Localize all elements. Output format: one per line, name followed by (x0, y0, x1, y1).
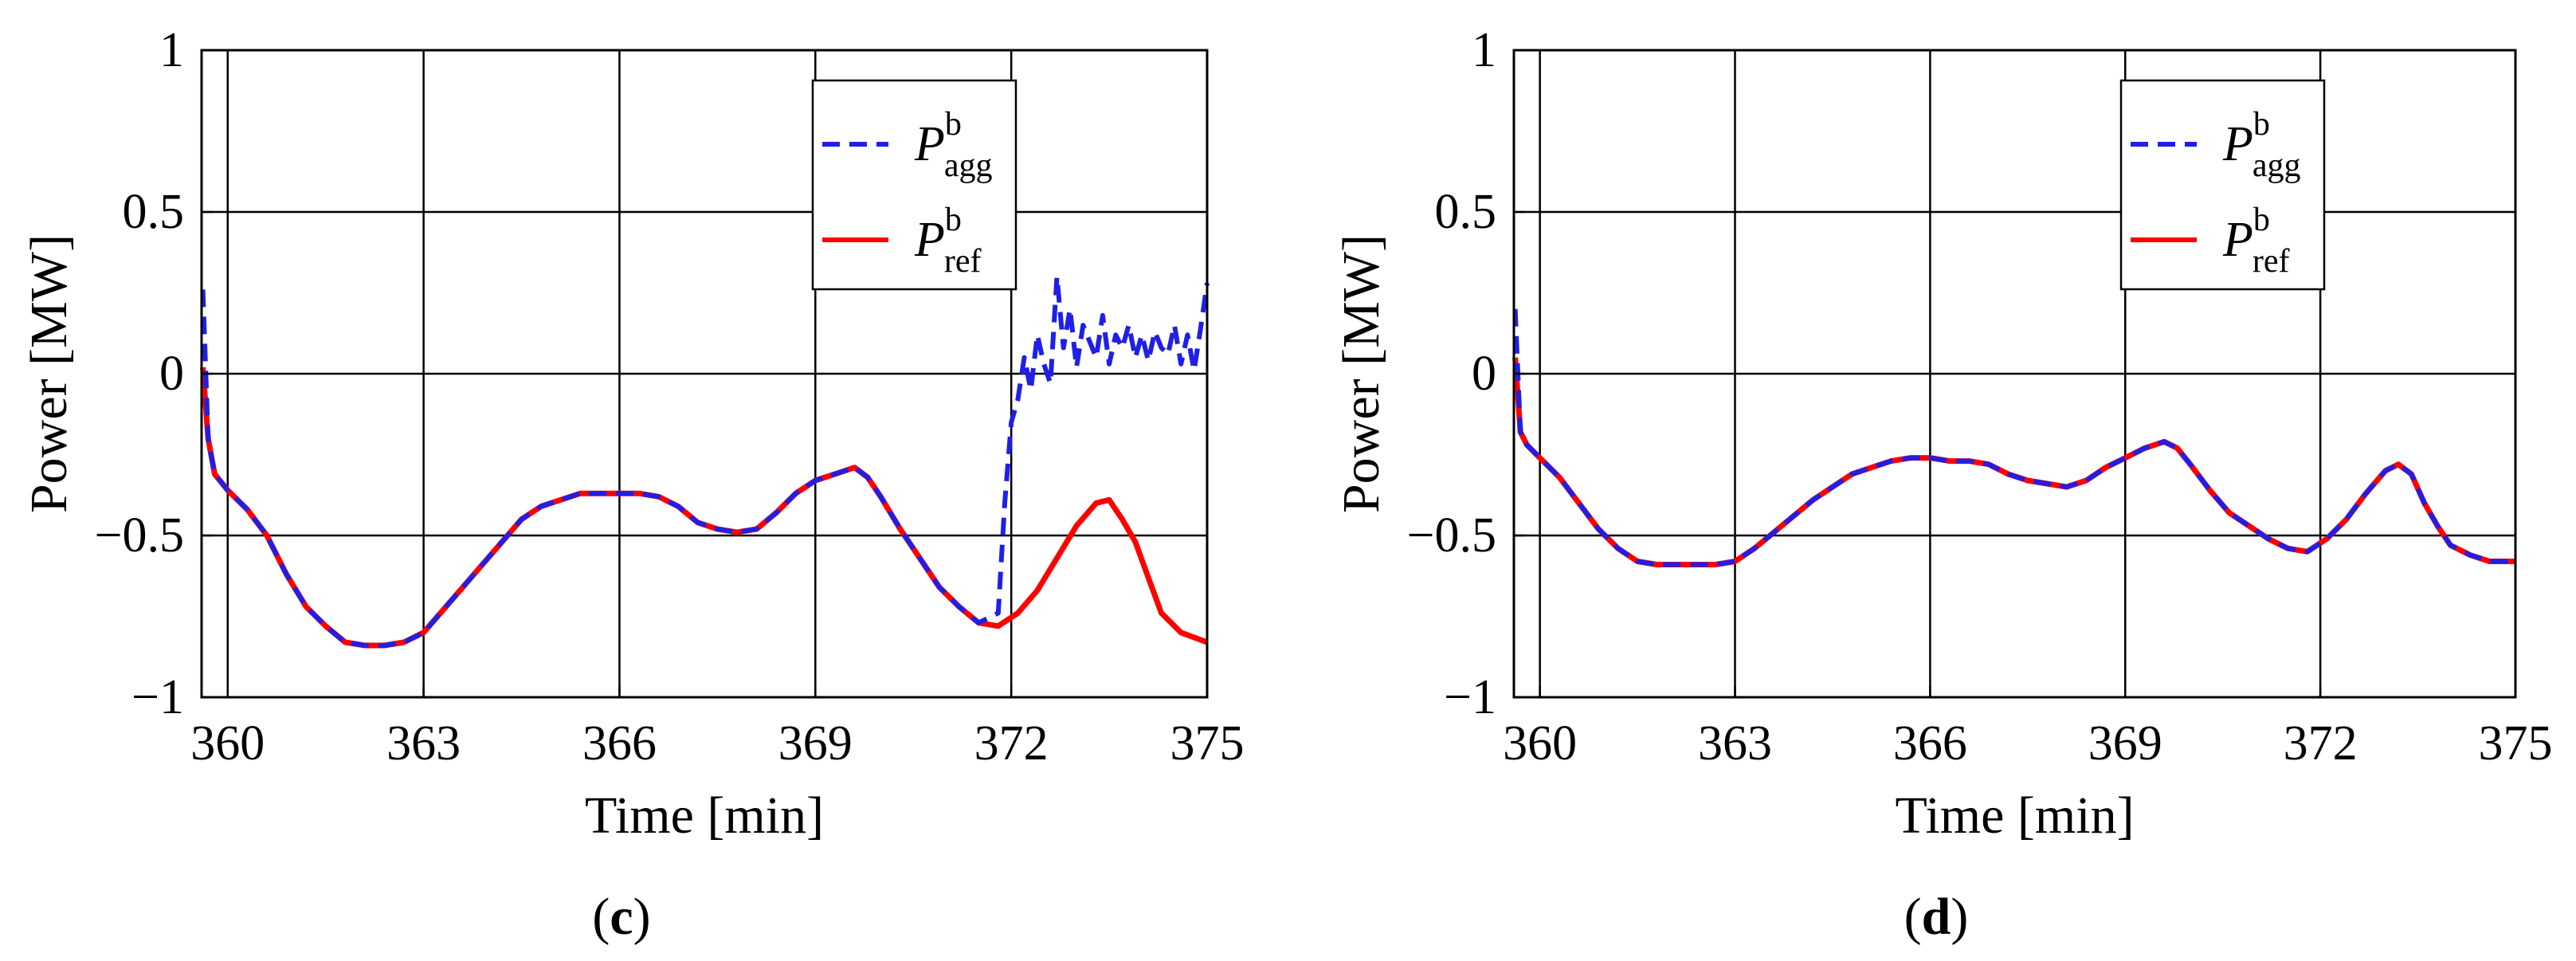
y-tick-label: 0.5 (1435, 185, 1497, 239)
y-tick-label: 1 (159, 23, 184, 77)
x-tick-label: 363 (1698, 716, 1772, 771)
x-tick-label: 372 (2284, 716, 2358, 771)
legend-box (2119, 79, 2326, 291)
panel-label-paren: ( (592, 888, 610, 946)
x-tick-label: 375 (2479, 716, 2553, 771)
x-tick-label: 360 (190, 716, 265, 771)
series-line-agg (1512, 308, 2515, 567)
x-axis-label: Time [min] (585, 786, 824, 845)
legend-label-ref: Pb ref (914, 202, 982, 280)
legend-subscript: agg (944, 147, 993, 184)
x-tick-label: 372 (974, 716, 1049, 771)
y-tick-label: 0.5 (123, 185, 185, 239)
legend-symbol: P (914, 117, 945, 171)
panel-label-paren: ( (1904, 888, 1922, 946)
legend-symbol: P (2222, 117, 2253, 171)
x-tick-label: 369 (778, 716, 853, 771)
legend-subscript: ref (944, 243, 982, 280)
panel-label: (d) (1904, 888, 1969, 946)
legend-symbol: P (2222, 213, 2253, 267)
y-tick-label: −1 (1444, 670, 1496, 724)
x-tick-label: 375 (1170, 716, 1245, 771)
y-axis-label: Power [MW] (20, 234, 78, 513)
legend-label-agg: Pb agg (914, 106, 993, 184)
panel-label-paren: ) (1951, 888, 1968, 946)
chart-panel-d: 360 363 366 369 372 375 −1 −0.5 0 0.5 1 Time [min] P… (1332, 23, 2553, 946)
legend-subscript: agg (2253, 147, 2301, 184)
legend-superscript: b (945, 106, 962, 143)
chart-panel-c: 360 363 366 369 372 375 −1 −0.5 0 0.5 1 Time [min] P… (20, 23, 1245, 946)
panel-label: (c) (592, 888, 650, 946)
y-tick-label: −0.5 (1407, 508, 1496, 563)
x-tick-label: 369 (2088, 716, 2162, 771)
x-axis-label: Time [min] (1895, 786, 2134, 845)
y-tick-label: 0 (159, 347, 184, 401)
panel-label-letter: c (610, 888, 633, 946)
x-tick-label: 363 (386, 716, 461, 771)
legend-symbol: P (914, 213, 945, 267)
panel-label-paren: ) (633, 888, 651, 946)
series-line-agg (200, 274, 1210, 648)
legend-label-agg: Pb agg (2222, 106, 2301, 184)
legend-subscript: ref (2253, 243, 2290, 280)
series-line-ref (200, 367, 1209, 649)
legend-superscript: b (945, 202, 962, 238)
y-tick-label: −1 (131, 670, 184, 724)
legend-superscript: b (2253, 106, 2270, 143)
y-axis-label: Power [MW] (1332, 234, 1390, 513)
x-tick-label: 366 (1893, 716, 1967, 771)
legend-label-ref: Pb ref (2222, 202, 2290, 280)
y-tick-label: 1 (1472, 23, 1496, 77)
y-tick-label: 0 (1472, 347, 1496, 401)
legend-superscript: b (2253, 202, 2270, 238)
panel-label-letter: d (1922, 888, 1951, 946)
legend-box (811, 79, 1017, 291)
y-tick-label: −0.5 (95, 508, 184, 563)
x-tick-label: 366 (582, 716, 657, 771)
x-tick-label: 360 (1503, 716, 1577, 771)
